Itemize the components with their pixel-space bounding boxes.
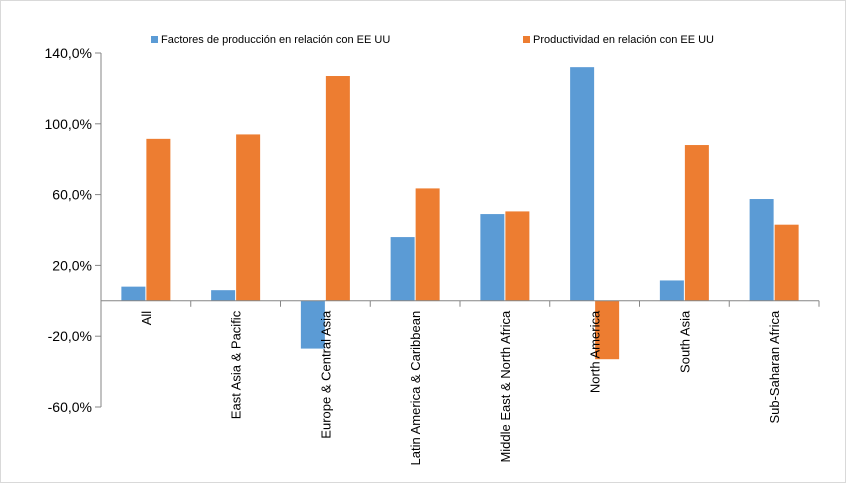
bar-factores bbox=[659, 280, 684, 301]
legend-label: Productividad en relación con EE UU bbox=[533, 34, 714, 46]
bar-productividad bbox=[325, 76, 350, 301]
x-category-label: Middle East & North Africa bbox=[498, 310, 513, 462]
y-tick-label: 20,0% bbox=[52, 257, 92, 273]
bar-factores bbox=[121, 286, 146, 301]
bar-productividad bbox=[774, 224, 799, 301]
legend: Factores de producción en relación con E… bbox=[151, 34, 714, 46]
y-tick-label: 60,0% bbox=[52, 187, 92, 203]
x-category-label: Latin America & Caribbean bbox=[408, 311, 423, 466]
bar-productividad bbox=[415, 188, 440, 301]
x-category-label: South Asia bbox=[677, 310, 692, 373]
y-tick-label: -20,0% bbox=[48, 328, 92, 344]
bar-productividad bbox=[595, 300, 620, 360]
bar-productividad bbox=[684, 145, 709, 301]
bar-factores bbox=[300, 300, 325, 349]
y-axis: 140,0% 100,0% 60,0% 20,0% -20,0% -60,0% bbox=[45, 45, 102, 415]
bar-factores bbox=[480, 214, 505, 301]
bar-productividad bbox=[505, 211, 530, 301]
legend-swatch bbox=[151, 36, 158, 43]
bar-factores bbox=[570, 67, 595, 301]
bar-productividad bbox=[146, 138, 171, 301]
y-tick-label: 100,0% bbox=[45, 116, 92, 132]
x-category-label: All bbox=[139, 311, 154, 326]
x-category-label: Europe & Central Asia bbox=[318, 310, 333, 439]
bar-factores bbox=[749, 199, 774, 301]
bar-productividad bbox=[236, 134, 261, 301]
y-tick-label: 140,0% bbox=[45, 45, 92, 61]
legend-swatch bbox=[523, 36, 530, 43]
bars bbox=[121, 67, 799, 360]
x-axis: All East Asia & Pacific Europe & Central A… bbox=[100, 300, 820, 466]
x-category-label: Sub-Saharan Africa bbox=[767, 310, 782, 424]
x-category-label: North America bbox=[588, 310, 603, 393]
y-tick-label: -60,0% bbox=[48, 399, 92, 415]
x-category-label: East Asia & Pacific bbox=[229, 310, 244, 419]
bar-factores bbox=[211, 290, 236, 301]
bar-factores bbox=[390, 237, 415, 301]
legend-label: Factores de producción en relación con E… bbox=[161, 34, 390, 46]
